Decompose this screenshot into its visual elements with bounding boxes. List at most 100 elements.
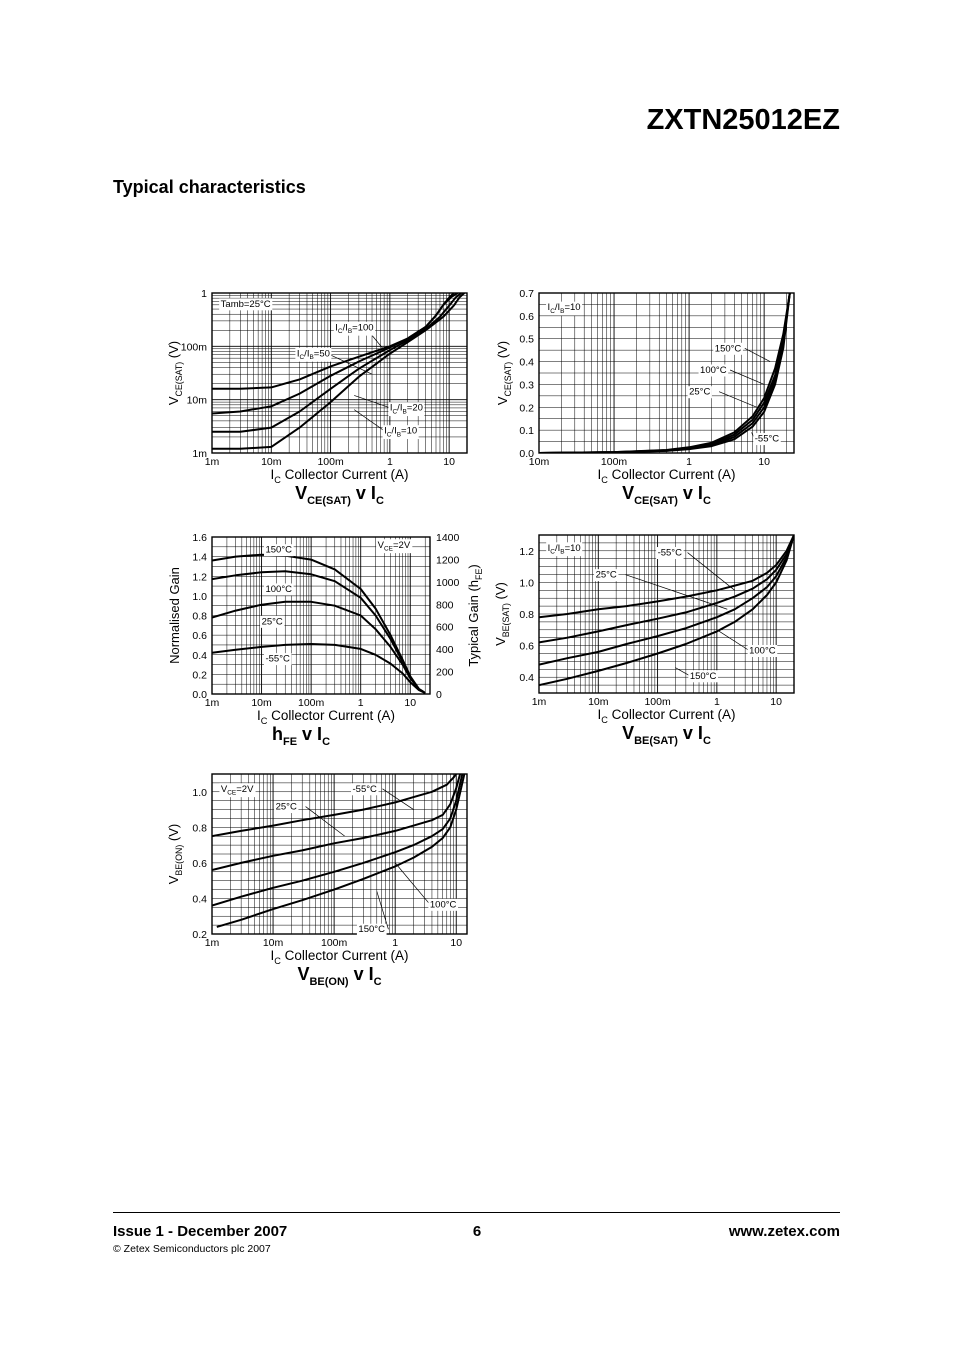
y2-tick-label: 400 (436, 644, 454, 656)
annotation-label: 100°C (749, 646, 776, 657)
y-tick-label: 0.6 (192, 630, 207, 642)
series-line-4 (216, 774, 466, 928)
y-tick-label: 0.5 (519, 334, 534, 346)
leader-line (675, 667, 691, 677)
y-tick-label: 0.4 (519, 357, 534, 369)
leader-line (305, 806, 346, 837)
annotation-bg (356, 923, 387, 936)
x-tick-label: 10m (263, 937, 284, 949)
x-axis-label: IC Collector Current (A) (271, 948, 409, 966)
y-axis-label: VCE(SAT) (V) (166, 341, 184, 405)
annotation-bg (263, 653, 292, 666)
plot-frame (538, 534, 795, 694)
x-tick-label: 10 (758, 456, 770, 468)
annotation-label: 100°C (430, 899, 457, 910)
x-tick-label: 10 (770, 696, 782, 708)
annotation-label: IC/IB=10 (548, 543, 581, 556)
y-tick-label: 0.6 (192, 858, 207, 870)
y2-tick-label: 1200 (436, 554, 460, 566)
y2-tick-label: 200 (436, 667, 454, 679)
annotation-bg (687, 386, 712, 399)
x-tick-label: 1 (387, 456, 393, 468)
series-line-1 (212, 774, 458, 838)
y-tick-label: 100m (181, 341, 208, 353)
annotation-bg (747, 645, 778, 657)
leader-line (353, 409, 385, 431)
leader-line (729, 369, 765, 385)
leader-line (354, 395, 390, 409)
x-tick-label: 1m (205, 697, 220, 709)
annotation-bg (376, 539, 413, 554)
annotation-bg (688, 670, 718, 683)
x-tick-label: 1 (392, 937, 398, 949)
x-tick-label: 100m (601, 456, 628, 468)
chart-vcesat_lin: 10m 100m 1 10 0.0 0.1 0.2 0.3 0.4 0.5 0.6 0.7 VCE(SA… (495, 288, 795, 507)
annotation-label: IC/IB=10 (384, 426, 417, 439)
x-tick-label: 100m (321, 937, 348, 949)
x-tick-label: 10m (251, 697, 272, 709)
y-axis-label: VBE(ON) (V) (166, 824, 184, 885)
plot-frame (211, 536, 431, 695)
annotation-label: -55°C (658, 548, 683, 559)
y-tick-label: 1m (192, 448, 207, 460)
annotation-bg (274, 801, 299, 814)
annotation-bg (546, 301, 583, 316)
annotation-label: 25°C (596, 570, 617, 581)
chart-vcesat_log: 1m 10m 100m 1 10 1m 10m 100m 1 VCE(SAT) (V) IC Col… (166, 288, 468, 507)
x-tick-label: 10 (450, 937, 462, 949)
chart-title: VCE(SAT) v IC (295, 483, 384, 507)
annotation-label: IC/IB=50 (297, 348, 330, 361)
y-tick-label: 1.0 (192, 591, 207, 603)
annotation-label: VCE=2V (221, 784, 254, 797)
y2-tick-label: 800 (436, 599, 454, 611)
annotation-bg (388, 402, 425, 417)
x-tick-label: 1 (714, 696, 720, 708)
annotation-label: -55°C (353, 784, 378, 795)
series-line-3 (212, 600, 426, 694)
series-line-2 (212, 293, 459, 415)
y-tick-label: 0.2 (192, 669, 207, 681)
x-tick-label: 100m (644, 696, 671, 708)
y-tick-label: 1.2 (192, 571, 207, 583)
annotation-bg (219, 298, 273, 311)
annotation-label: IC/IB=100 (335, 322, 373, 335)
chart-title: hFE v IC (272, 724, 330, 748)
annotation-bg (260, 615, 285, 628)
x-tick-label: 10 (443, 456, 455, 468)
y-tick-label: 0.2 (192, 929, 207, 941)
series-line-1 (539, 535, 794, 619)
annotation-label: 25°C (276, 802, 297, 813)
y-tick-label: 0.6 (519, 641, 534, 653)
leader-line (376, 891, 389, 930)
y-tick-label: 1.0 (519, 577, 534, 589)
x-tick-label: 10m (588, 696, 609, 708)
series-line-3 (539, 535, 794, 666)
leader-line (625, 574, 728, 610)
chart-hfe: 1m 10m 100m 1 10 0.0 0.2 0.4 0.6 0.8 1.0 1.2 1.4 1.6 0… (167, 532, 484, 748)
x-axis-label: IC Collector Current (A) (257, 708, 395, 726)
annotation-bg (333, 321, 376, 336)
annotation-label: -55°C (755, 434, 780, 445)
leader-line (394, 862, 431, 905)
y2-tick-label: 600 (436, 622, 454, 634)
y-tick-label: 10m (187, 395, 208, 407)
annotation-label: VCE=2V (378, 540, 411, 553)
y-axis-label: Normalised Gain (167, 567, 182, 664)
annotation-bg (656, 547, 684, 560)
y-tick-label: 0.4 (519, 672, 534, 684)
chart-title: VBE(ON) v IC (297, 964, 381, 988)
annotation-label: 25°C (262, 616, 283, 627)
series-line-2 (212, 570, 426, 694)
y-tick-label: 0.8 (519, 609, 534, 621)
annotation-bg (351, 783, 379, 796)
leader-line (744, 347, 771, 362)
x-tick-label: 1 (686, 456, 692, 468)
plot-frame (211, 773, 468, 935)
y2-tick-label: 1400 (436, 532, 460, 544)
y-axis-label: VCE(SAT) (V) (495, 341, 513, 405)
y-tick-label: 0.1 (519, 425, 534, 437)
annotation-bg (594, 569, 619, 582)
annotation-bg (546, 542, 583, 557)
annotation-label: IC/IB=20 (390, 403, 423, 416)
